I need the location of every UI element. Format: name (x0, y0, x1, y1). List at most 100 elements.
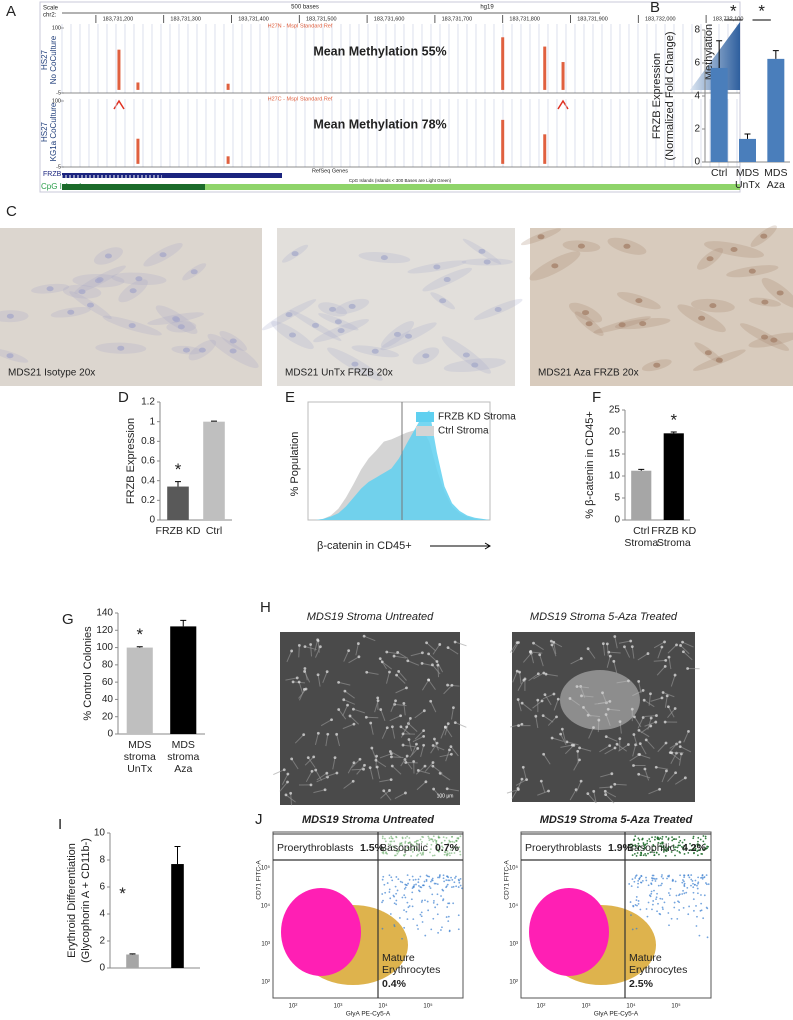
event (678, 909, 681, 911)
event (683, 853, 686, 855)
cell (390, 755, 393, 759)
event (459, 853, 462, 856)
cell (389, 752, 393, 756)
event (382, 875, 385, 878)
cell (539, 779, 543, 783)
event (668, 846, 671, 848)
cell-line: HS27 (40, 49, 49, 70)
cell-fiber (510, 723, 523, 728)
event (424, 934, 427, 937)
cell-fiber (386, 651, 399, 655)
cell (325, 670, 329, 674)
event (435, 847, 438, 850)
event (655, 877, 658, 880)
cell (385, 650, 389, 654)
x-tick-label: MDS Aza (764, 167, 788, 192)
cell-fiber (561, 729, 566, 741)
cell-fiber (643, 699, 655, 708)
cell (388, 789, 391, 792)
micrograph (530, 228, 793, 386)
event (690, 844, 693, 847)
event (671, 836, 673, 839)
cell-fiber (370, 722, 374, 735)
bar (739, 138, 756, 162)
cell (291, 680, 295, 684)
event (389, 843, 392, 846)
cell-fiber (624, 646, 631, 658)
x-tick-label: 183,732,100 (713, 16, 744, 22)
x-tick-label: 183,731,600 (374, 16, 405, 22)
event (651, 877, 654, 880)
x-tick-label: 183,731,200 (103, 16, 134, 22)
event (442, 898, 445, 901)
cell-fiber (418, 769, 431, 775)
track-source: H27N - MspI Standard Ref (268, 23, 333, 29)
event (652, 849, 654, 852)
event (453, 846, 456, 848)
nucleus (104, 253, 112, 259)
event (438, 850, 440, 853)
event (397, 878, 400, 881)
cell (365, 670, 369, 674)
error-bar (744, 133, 751, 139)
event (443, 880, 446, 883)
y-tick-label: 25 (609, 405, 621, 416)
cell (443, 725, 447, 729)
event (703, 843, 706, 846)
event (395, 903, 398, 906)
nucleus (770, 337, 778, 343)
event (644, 847, 646, 849)
x-axis-label: GlyA PE-Cy5-A (594, 1011, 639, 1018)
event (442, 877, 445, 880)
cell-fiber (629, 754, 640, 762)
micrograph (277, 228, 515, 386)
event (459, 835, 462, 838)
cell (517, 641, 520, 644)
cell-fiber (575, 780, 582, 793)
cell-fiber (674, 777, 686, 785)
cell (421, 651, 424, 655)
event (453, 881, 456, 884)
cell (544, 672, 548, 676)
bar (663, 433, 684, 520)
cell-fiber (316, 776, 328, 783)
cell (518, 670, 521, 674)
event (422, 884, 425, 887)
event (411, 844, 414, 846)
event (697, 844, 700, 847)
event (670, 851, 673, 853)
event (704, 835, 707, 838)
event (633, 838, 636, 841)
event (393, 849, 396, 852)
event (681, 893, 684, 895)
event (431, 893, 434, 896)
cell-fiber (351, 758, 361, 769)
event (398, 849, 401, 852)
cell-fiber (542, 715, 554, 723)
cell (316, 673, 320, 677)
cell (333, 756, 337, 759)
event (426, 900, 429, 903)
event (433, 882, 436, 885)
event (389, 840, 392, 843)
event (683, 876, 686, 879)
event (406, 835, 409, 838)
event (629, 901, 632, 903)
event (414, 878, 417, 881)
event (666, 848, 669, 851)
event (448, 879, 451, 882)
cell-fiber (355, 643, 359, 656)
nucleus (577, 243, 585, 249)
cell (579, 657, 583, 660)
event (667, 875, 670, 878)
event (707, 883, 710, 886)
cell-fiber (322, 671, 328, 684)
cell-fiber (291, 758, 299, 770)
event (417, 878, 420, 881)
legend-swatch (416, 426, 434, 436)
event (406, 901, 409, 904)
event (400, 842, 403, 845)
event (700, 894, 702, 896)
event (697, 882, 699, 885)
event (643, 844, 646, 847)
